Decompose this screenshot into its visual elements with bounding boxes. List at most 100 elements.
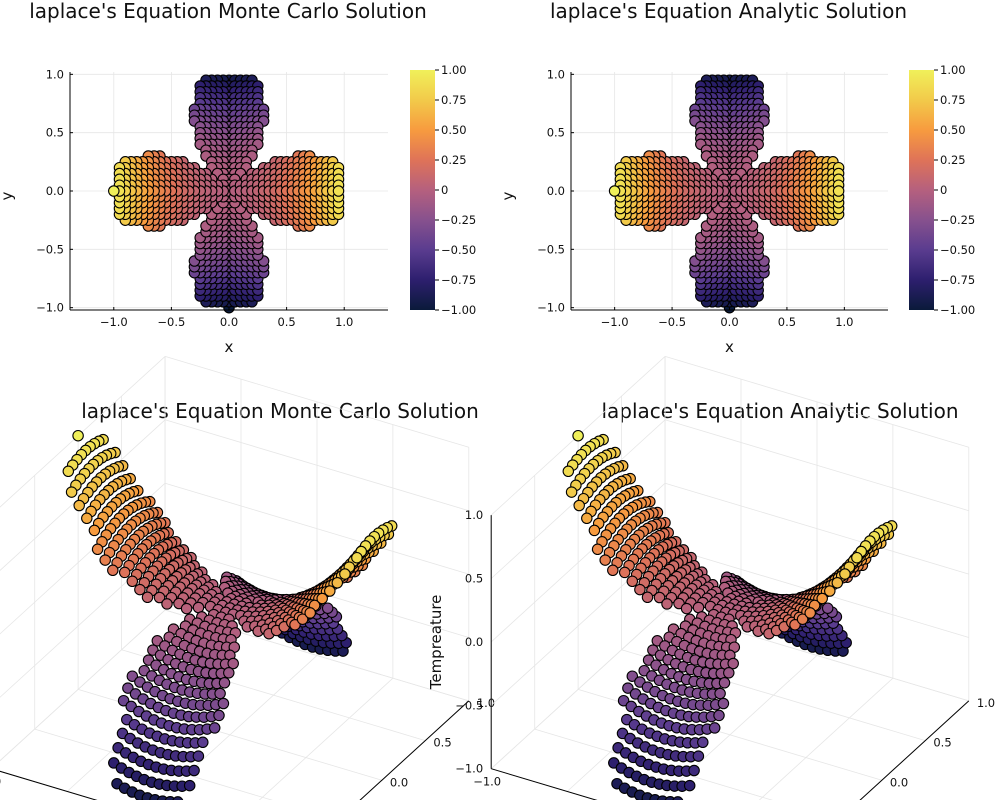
scatter-point: [832, 185, 845, 197]
scatter-panel-3d-2: laplace's Equation Analytic Solution −1.0…: [427, 356, 995, 800]
y-tick-label: 0.5: [433, 736, 451, 750]
chart-title: laplace's Equation Analytic Solution: [601, 399, 958, 423]
y-tick-label: 0.0: [547, 184, 565, 198]
scatter-point: [351, 551, 363, 564]
scatter-point: [217, 697, 230, 710]
scatter-point: [831, 577, 844, 589]
scatter-point: [607, 564, 619, 577]
x-tick-label: −0.5: [658, 315, 686, 329]
scatter-point: [688, 764, 700, 777]
y-tick-label: 0.5: [933, 736, 951, 750]
scatter-point: [72, 429, 84, 442]
scatter-point: [126, 670, 139, 682]
scatter-point: [723, 667, 735, 679]
scatter-point: [172, 796, 184, 800]
colorbar-tick-label: 0.50: [940, 123, 966, 137]
z-axis-label: Tempreature: [427, 595, 445, 691]
scatter-point: [332, 185, 345, 197]
colorbar-tick-label: 0: [441, 183, 448, 197]
scatter-point: [324, 585, 336, 597]
scatter-point: [316, 592, 328, 605]
scatter-point: [692, 601, 705, 614]
scatter-point: [572, 429, 584, 442]
colorbar: [410, 70, 435, 310]
x-tick-label: −1.0: [0, 775, 1, 789]
y-tick-label: −1.0: [537, 301, 565, 315]
chart-title: laplace's Equation Monte Carlo Solution: [29, 0, 427, 23]
scatter-point: [599, 554, 611, 566]
colorbar-tick-label: 1.00: [940, 63, 966, 77]
scatter-panel-3d-1: laplace's Equation Monte Carlo Solution −…: [0, 356, 495, 800]
scatter-point: [713, 709, 725, 722]
scatter-point: [804, 607, 816, 619]
scatter-point: [718, 677, 731, 689]
scatter-point: [617, 694, 630, 707]
colorbar-tick-label: −0.25: [940, 213, 975, 227]
scatter-point: [164, 796, 176, 800]
colorbar-tick-label: 0.50: [441, 123, 467, 137]
x-tick-label: 0.5: [277, 315, 295, 329]
x-axis: [491, 768, 598, 800]
scatter-point: [588, 524, 601, 537]
back-grid-z: [664, 356, 969, 448]
scatter-point: [304, 607, 316, 619]
y-tick-label: 0.0: [46, 184, 64, 198]
colorbar-tick-label: −0.50: [441, 243, 476, 257]
scatter-point: [714, 687, 726, 700]
chart-title: laplace's Equation Analytic Solution: [550, 0, 907, 23]
y-axis-label: y: [499, 191, 517, 200]
scatter-point: [727, 657, 739, 670]
y-tick-label: −0.5: [537, 242, 565, 256]
colorbar-tick-label: 0: [940, 183, 947, 197]
scatter-point: [851, 551, 863, 564]
scatter-point: [622, 682, 634, 694]
scatter-point: [223, 667, 235, 679]
scatter-point: [192, 750, 205, 762]
y-tick-label: 0.0: [390, 775, 408, 789]
scatter-point: [591, 543, 604, 556]
colorbar-tick-label: 1.00: [441, 63, 467, 77]
colorbar-tick-label: −0.50: [940, 243, 975, 257]
scatter-point: [573, 499, 585, 512]
scatter-point: [789, 619, 801, 631]
scatter-point: [73, 499, 85, 512]
x-axis-label: x: [225, 338, 234, 356]
scatter-point: [661, 598, 673, 610]
back-grid-z: [664, 419, 969, 512]
colorbar-tick-label: −1.00: [940, 303, 975, 317]
floor-grid-x: [859, 700, 970, 800]
scatter-point: [708, 722, 721, 734]
scatter-point: [141, 591, 154, 604]
y-tick-label: 1.0: [477, 696, 495, 710]
chart-title: laplace's Equation Monte Carlo Solution: [81, 399, 479, 423]
scatter-point: [339, 568, 351, 580]
y-tick-label: 1.0: [977, 696, 995, 710]
scatter-point: [653, 591, 666, 604]
data-points: [608, 74, 845, 314]
scatter-point: [91, 543, 104, 556]
colorbar-tick-label: −0.25: [441, 213, 476, 227]
y-tick-label: 0.5: [46, 126, 64, 140]
scatter-point: [824, 585, 836, 597]
y-tick-label: 0.5: [547, 126, 565, 140]
scatter-point: [672, 796, 684, 800]
scatter-point: [134, 583, 146, 596]
x-tick-label: 0.5: [778, 315, 796, 329]
z-tick-label: −0.5: [455, 698, 483, 712]
scatter-point: [188, 764, 200, 777]
scatter-point: [821, 602, 834, 614]
scatter-point: [118, 566, 131, 579]
colorbar-tick-label: −1.00: [441, 303, 476, 317]
scatter-point: [62, 465, 75, 478]
scatter-point: [839, 568, 851, 580]
scatter-point: [208, 722, 221, 734]
scatter-point: [108, 185, 120, 197]
scatter-point: [122, 682, 134, 694]
scatter-point: [227, 657, 239, 670]
colorbar-tick-label: −0.75: [940, 273, 975, 287]
scatter-point: [296, 613, 309, 625]
back-grid-z: [164, 482, 469, 575]
colorbar: [909, 70, 934, 310]
